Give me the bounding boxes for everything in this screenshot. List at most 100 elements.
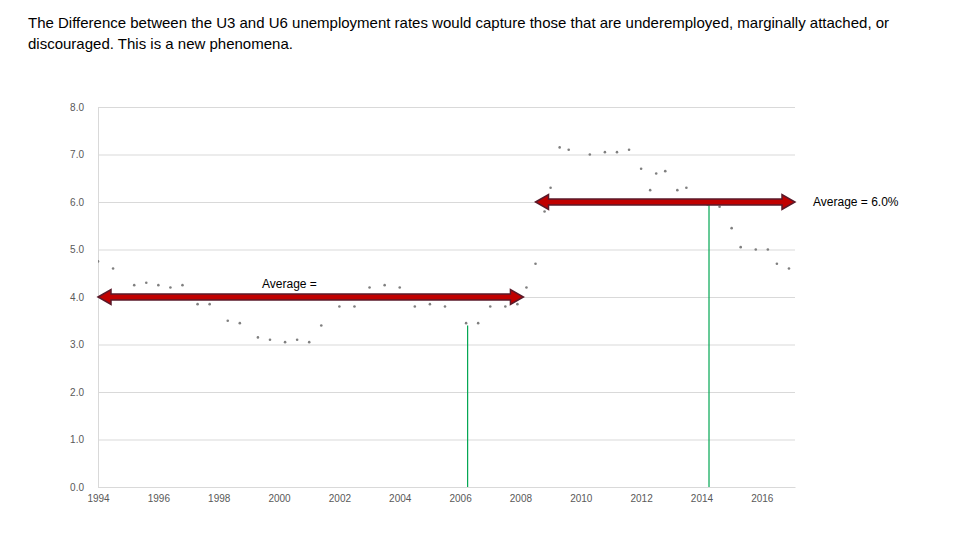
average-arrow xyxy=(98,290,523,305)
x-tick-label: 2010 xyxy=(570,493,593,504)
data-point xyxy=(567,148,570,151)
y-tick: 1.0 xyxy=(70,434,795,445)
y-tick: 2.0 xyxy=(70,387,795,398)
reference-line xyxy=(708,204,709,487)
y-tick-label: 5.0 xyxy=(70,244,84,255)
data-point xyxy=(516,303,519,306)
data-point xyxy=(239,322,242,325)
y-tick-label: 3.0 xyxy=(70,339,84,350)
x-tick: 2016 xyxy=(751,487,774,504)
data-point xyxy=(284,341,287,344)
x-tick: 2012 xyxy=(630,487,653,504)
data-point xyxy=(676,189,679,192)
data-point xyxy=(655,172,658,175)
data-point xyxy=(181,284,184,287)
data-point xyxy=(320,324,323,327)
data-point xyxy=(776,262,779,265)
data-point xyxy=(145,281,148,284)
x-tick: 2010 xyxy=(570,487,593,504)
grid-line xyxy=(98,440,795,441)
data-point xyxy=(504,305,507,308)
y-tick-label: 6.0 xyxy=(70,197,84,208)
data-point xyxy=(525,286,528,289)
x-tick: 1998 xyxy=(208,487,231,504)
x-tick-label: 2014 xyxy=(691,493,714,504)
y-tick-label: 7.0 xyxy=(70,149,84,160)
data-point xyxy=(429,303,432,306)
x-tick: 2000 xyxy=(268,487,291,504)
average-arrow xyxy=(536,195,795,210)
data-point xyxy=(169,286,172,289)
marks xyxy=(98,146,790,487)
x-tick-label: 1994 xyxy=(87,493,110,504)
x-tick-label: 2016 xyxy=(751,493,774,504)
data-point xyxy=(649,189,652,192)
title: The Difference between the U3 and U6 une… xyxy=(28,12,908,54)
y-tick-label: 2.0 xyxy=(70,387,84,398)
x-tick: 1996 xyxy=(148,487,171,504)
chart-svg: 0.0 1.0 2.0 3.0 4.0 5.0 6.0 7.0 8.0 1994 1996 1998 2… xyxy=(0,0,960,540)
y-tick-label: 8.0 xyxy=(70,102,84,113)
y-tick: 5.0 xyxy=(70,244,795,255)
x-axis-line xyxy=(99,487,796,488)
y-axis: 0.0 1.0 2.0 3.0 4.0 5.0 6.0 7.0 8.0 xyxy=(70,102,795,493)
data-point xyxy=(685,186,688,189)
data-point xyxy=(616,151,619,154)
annotations: Average =Average = 6.0% xyxy=(98,195,899,305)
grid-line xyxy=(98,155,795,156)
data-point xyxy=(269,338,272,341)
plot: 0.0 1.0 2.0 3.0 4.0 5.0 6.0 7.0 8.0 1994 1996 1998 2… xyxy=(70,102,899,504)
x-tick-label: 2012 xyxy=(630,493,653,504)
x-tick-label: 2002 xyxy=(329,493,352,504)
y-axis-line xyxy=(99,108,796,488)
data-point xyxy=(98,260,99,263)
data-point xyxy=(767,248,770,251)
y-tick: 8.0 xyxy=(70,102,795,113)
data-point xyxy=(257,336,260,339)
data-point xyxy=(534,262,537,265)
data-point xyxy=(444,305,447,308)
grid-line xyxy=(98,345,795,346)
data-point xyxy=(226,319,229,322)
data-point xyxy=(196,303,199,306)
data-point xyxy=(549,186,552,189)
data-point xyxy=(368,286,371,289)
data-point xyxy=(308,341,311,344)
y-tick: 0.0 xyxy=(70,482,795,493)
data-point xyxy=(664,170,667,173)
x-tick: 2004 xyxy=(389,487,412,504)
data-point xyxy=(718,205,721,208)
data-point xyxy=(208,303,211,306)
x-axis: 1994199619982000200220042006200820102012… xyxy=(87,487,795,504)
x-tick-label: 1996 xyxy=(148,493,171,504)
x-tick: 2014 xyxy=(691,487,714,504)
data-point xyxy=(739,246,742,249)
data-point xyxy=(604,151,607,154)
y-tick: 3.0 xyxy=(70,339,795,350)
reference-line xyxy=(467,326,468,488)
annotation-label: Average = xyxy=(262,277,317,291)
data-point xyxy=(558,146,561,149)
y-tick-label: 4.0 xyxy=(70,292,84,303)
grid-line xyxy=(98,107,795,108)
x-tick: 1994 xyxy=(87,487,110,504)
y-tick: 7.0 xyxy=(70,149,795,160)
x-tick: 2008 xyxy=(510,487,533,504)
x-tick-label: 2008 xyxy=(510,493,533,504)
data-point xyxy=(133,284,136,287)
y-tick-label: 1.0 xyxy=(70,434,84,445)
x-tick-label: 2004 xyxy=(389,493,412,504)
data-point xyxy=(754,248,757,251)
grid-line xyxy=(98,487,795,488)
data-point xyxy=(383,284,386,287)
x-tick: 2002 xyxy=(329,487,352,504)
x-tick-label: 2000 xyxy=(268,493,291,504)
y-tick-label: 0.0 xyxy=(70,482,84,493)
data-point xyxy=(543,210,546,213)
data-point xyxy=(628,148,631,151)
data-point xyxy=(640,167,643,170)
data-point xyxy=(112,267,115,270)
data-point xyxy=(414,305,417,308)
data-point xyxy=(465,322,468,325)
data-point xyxy=(477,322,480,325)
